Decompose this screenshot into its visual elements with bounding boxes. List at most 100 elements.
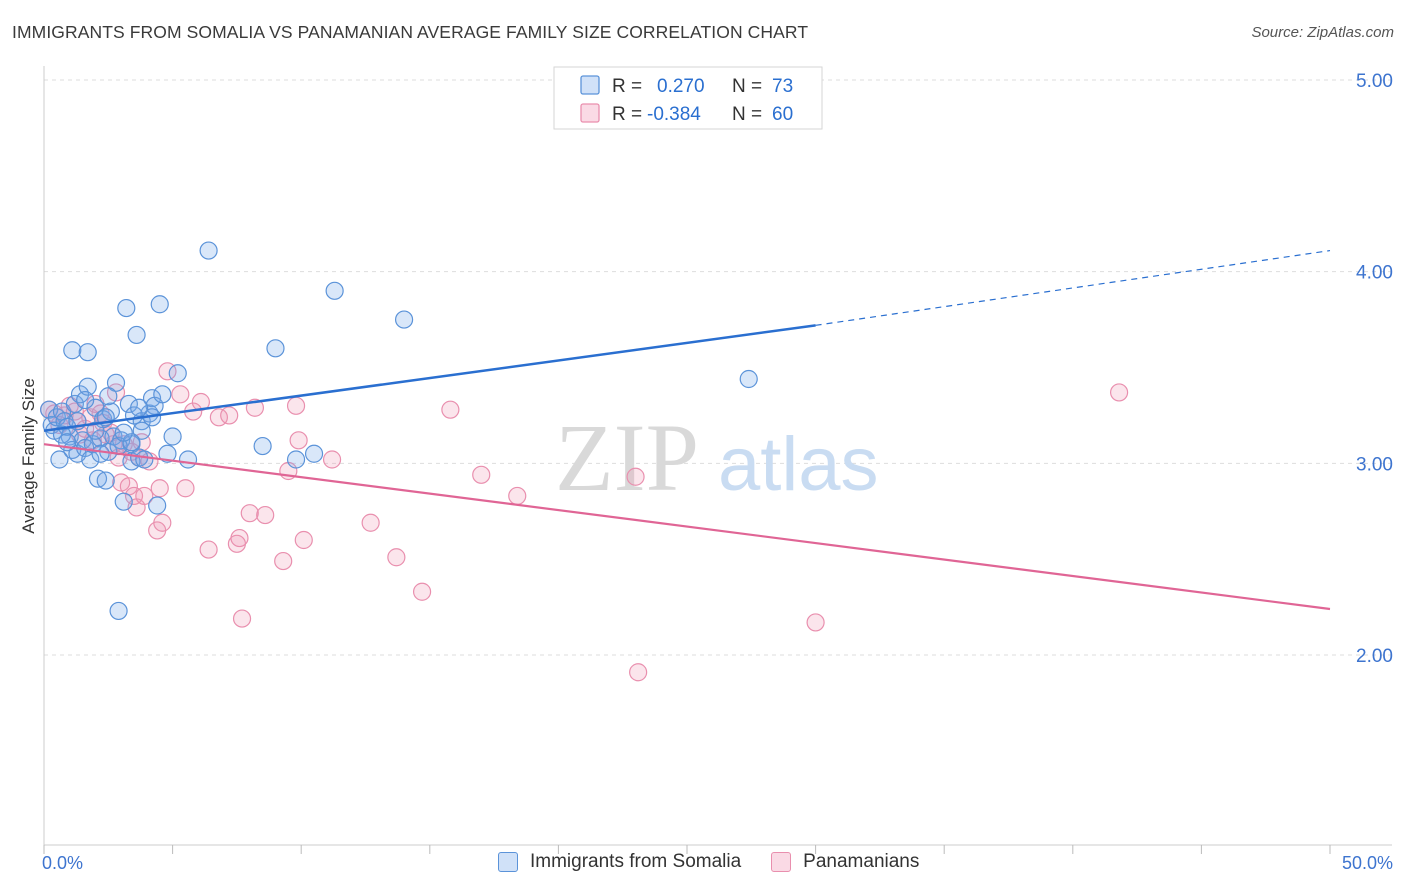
watermark-atlas: atlas: [718, 422, 879, 507]
somalia-point-4: [50, 450, 69, 469]
panamanians-point-55: [441, 400, 460, 419]
somalia-point-58: [304, 444, 324, 463]
legend-n-value-pink: 60: [772, 104, 793, 125]
somalia-point-55: [253, 436, 272, 456]
somalia-point-26: [101, 402, 120, 421]
somalia-point-59: [325, 281, 344, 300]
x-tick-label-min: 0.0%: [42, 853, 83, 873]
watermark: ZIP atlas: [555, 404, 879, 511]
somalia-point-71: [114, 423, 133, 442]
axes: [43, 66, 1392, 854]
panamanians-point-56: [472, 465, 491, 484]
somalia-point-47: [148, 496, 167, 515]
x-tick-label-max: 50.0%: [1342, 853, 1393, 873]
somalia-point-38: [127, 325, 146, 345]
somalia-point-16: [78, 377, 97, 396]
gridlines: [44, 79, 1392, 656]
somalia-point-70: [99, 387, 118, 406]
panamanians-point-60: [806, 613, 825, 632]
legend-n-label-blue: N =: [732, 76, 762, 97]
panamanians-point-52: [361, 513, 380, 532]
legend-item-somalia[interactable]: Immigrants from Somalia: [498, 851, 741, 873]
somalia-point-41: [132, 421, 151, 440]
y-tick-labels: 2.00 3.00 4.00 5.00: [1356, 71, 1393, 667]
y-tick-label-3: 5.00: [1356, 71, 1393, 92]
trend-line-somalia-extrapolated: [815, 249, 1331, 326]
panamanians-point-57: [508, 486, 527, 506]
legend-n-label-pink: N =: [732, 104, 762, 125]
panamanians-point-59: [629, 663, 648, 682]
legend-swatch-somalia: [498, 852, 518, 872]
panamanians-point-54: [412, 582, 432, 601]
panamanians-point-61: [1109, 383, 1129, 402]
somalia-point-63: [91, 444, 110, 463]
somalia-point-34: [119, 394, 138, 414]
panamanians-point-30: [150, 479, 169, 498]
somalia-point-56: [266, 339, 285, 358]
legend-label-somalia: Immigrants from Somalia: [530, 851, 742, 872]
panamanians-point-48: [286, 396, 306, 415]
y-tick-label-0: 2.00: [1356, 646, 1393, 667]
y-axis-label: Average Family Size: [19, 378, 38, 534]
somalia-point-50: [158, 444, 177, 463]
panamanians-point-31: [153, 513, 172, 532]
legend-item-panamanians[interactable]: Panamanians: [771, 851, 919, 873]
somalia-point-13: [70, 385, 90, 404]
somalia-point-48: [150, 295, 169, 314]
legend-swatch-panamanians: [771, 852, 792, 872]
somalia-point-61: [739, 369, 758, 389]
somalia-point-54: [199, 241, 218, 260]
chart-title: IMMIGRANTS FROM SOMALIA VS PANAMANIAN AV…: [12, 22, 809, 42]
y-tick-label-1: 3.00: [1356, 454, 1393, 475]
panamanians-point-27: [135, 486, 154, 506]
legend-n-value-blue: 73: [772, 76, 793, 97]
panamanians-point-23: [124, 486, 144, 506]
somalia-point-51: [163, 427, 182, 446]
panamanians-point-45: [256, 505, 275, 525]
legend-top: R = 0.270 N = 73 R = -0.384 N = 60: [553, 66, 823, 130]
panamanians-point-58: [626, 467, 645, 486]
somalia-point-69: [86, 421, 105, 440]
trend-line-somalia: [43, 324, 816, 432]
trend-line-panamanians: [43, 443, 1331, 611]
somalia-point-24: [96, 471, 115, 490]
somalia-point-12: [63, 341, 82, 360]
somalia-point-42: [135, 450, 154, 469]
panamanians-point-41: [230, 528, 249, 548]
somalia-point-65: [122, 433, 141, 452]
panamanians-point-49: [289, 431, 308, 450]
somalia-point-72: [130, 398, 149, 417]
somalia-point-29: [106, 373, 126, 392]
panamanians-point-50: [294, 530, 313, 550]
panamanians-point-51: [322, 450, 342, 469]
watermark-zip: ZIP: [555, 404, 699, 511]
panamanians-point-33: [171, 385, 190, 404]
legend-r-value-pink: -0.384: [647, 104, 701, 125]
somalia-point-32: [114, 492, 133, 511]
legend-r-label-blue: R =: [612, 76, 642, 97]
somalia-point-30: [109, 601, 128, 621]
somalia-point-49: [153, 385, 172, 404]
panamanians-point-42: [232, 609, 252, 628]
somalia-point-62: [76, 390, 95, 410]
panamanians-point-43: [240, 504, 259, 523]
legend-swatch-blue: [580, 75, 600, 95]
somalia-point-33: [117, 298, 136, 318]
somalia-point-52: [168, 364, 187, 383]
somalia-point-53: [178, 450, 198, 469]
legend-label-panamanians: Panamanians: [803, 851, 920, 872]
panamanians-point-53: [387, 548, 406, 567]
source-label: Source: ZipAtlas.com: [1251, 24, 1394, 41]
somalia-point-60: [394, 310, 414, 329]
somalia-point-18: [78, 343, 97, 362]
series-panamanians: [40, 362, 1129, 682]
legend-r-label-pink: R =: [612, 104, 642, 125]
somalia-point-57: [286, 450, 306, 469]
y-tick-label-2: 4.00: [1356, 263, 1393, 284]
legend-bottom: Immigrants from Somalia Panamanians: [498, 851, 949, 873]
panamanians-point-37: [199, 540, 218, 559]
panamanians-point-34: [176, 479, 195, 498]
legend-r-value-blue: 0.270: [657, 76, 705, 97]
panamanians-point-39: [220, 406, 239, 425]
